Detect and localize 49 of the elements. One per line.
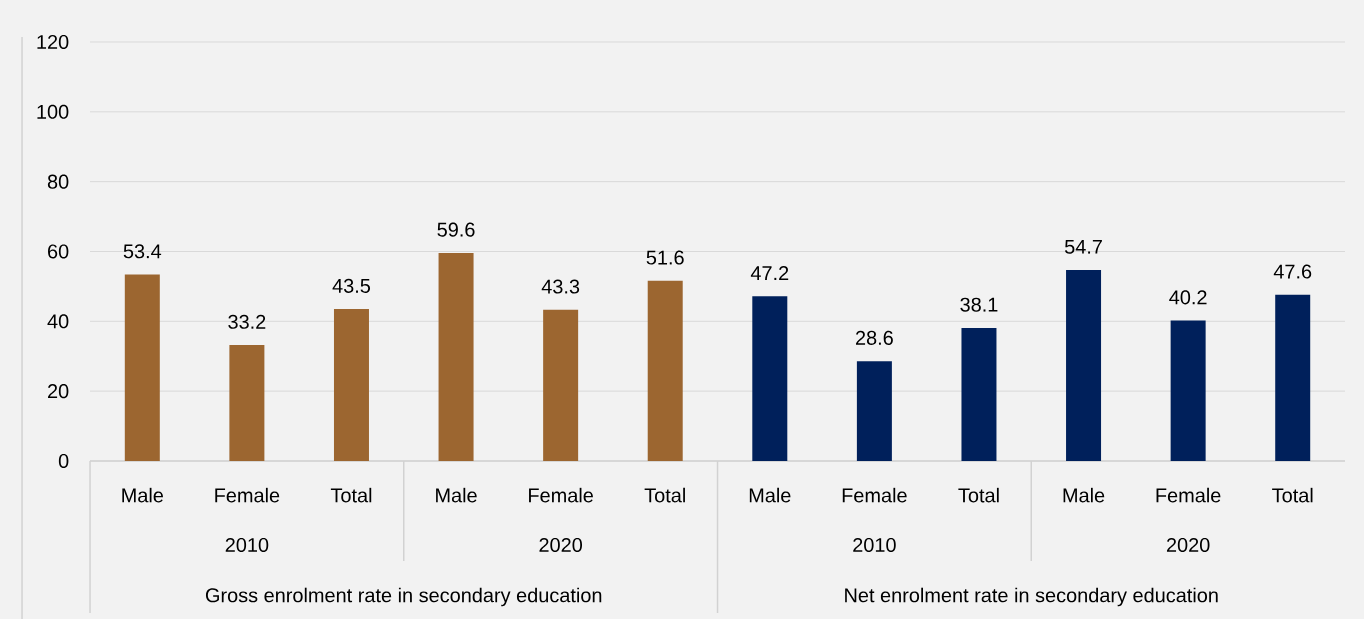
y-tick-label: 20 <box>48 384 69 399</box>
x-tick-label: Female <box>215 487 280 503</box>
x-tick-label: Total <box>644 487 685 503</box>
x-tick-label: Male <box>436 487 477 503</box>
data-label: 59.6 <box>437 222 475 237</box>
bar <box>752 296 788 462</box>
bar <box>543 309 579 462</box>
text: 2020 <box>539 538 583 553</box>
data-label: 53.4 <box>123 244 162 259</box>
bar <box>961 328 997 462</box>
bar <box>1170 320 1206 462</box>
text: 2020 <box>1166 538 1210 553</box>
bar <box>438 253 474 462</box>
bar <box>333 309 369 462</box>
x-tick-label: Total <box>330 487 372 503</box>
x-tick-label: Female <box>842 487 907 503</box>
y-tick-label: 0 <box>58 454 69 469</box>
bar <box>124 274 160 462</box>
y-tick-label: 80 <box>47 174 69 189</box>
x-tick-label: Male <box>749 487 791 503</box>
y-tick-label: 120 <box>37 35 69 50</box>
x-tick-label: Male <box>122 487 163 503</box>
data-label: 33.2 <box>228 314 266 329</box>
data-label: 38.1 <box>960 297 998 312</box>
data-label: 47.6 <box>1273 264 1312 279</box>
text: Gross enrolment rate in secondary education <box>205 587 602 607</box>
data-label: 51.6 <box>646 250 684 265</box>
data-label: 43.5 <box>332 278 371 294</box>
x-tick-label: Female <box>1156 487 1221 503</box>
x-tick-label: Total <box>958 487 999 503</box>
data-label: 40.2 <box>1169 290 1207 305</box>
x-tick-label: Female <box>529 487 593 503</box>
y-tick-label: 40 <box>47 314 69 329</box>
text: 2010 <box>853 538 896 553</box>
bar <box>856 361 892 462</box>
x-tick-label: Total <box>1272 487 1313 503</box>
bar <box>647 280 683 462</box>
bar <box>1275 294 1311 462</box>
y-tick-label: 60 <box>48 244 69 259</box>
bar <box>229 345 265 462</box>
data-label: 54.7 <box>1064 240 1102 254</box>
bar <box>1066 270 1102 462</box>
data-label: 28.6 <box>856 330 893 346</box>
y-tick-label: 100 <box>37 104 69 119</box>
x-tick-label: Male <box>1063 487 1105 503</box>
data-label: 43.3 <box>541 279 580 294</box>
text: Net enrolment rate in secondary education <box>845 587 1218 607</box>
text: 2010 <box>225 538 269 553</box>
data-label: 47.2 <box>750 266 789 281</box>
